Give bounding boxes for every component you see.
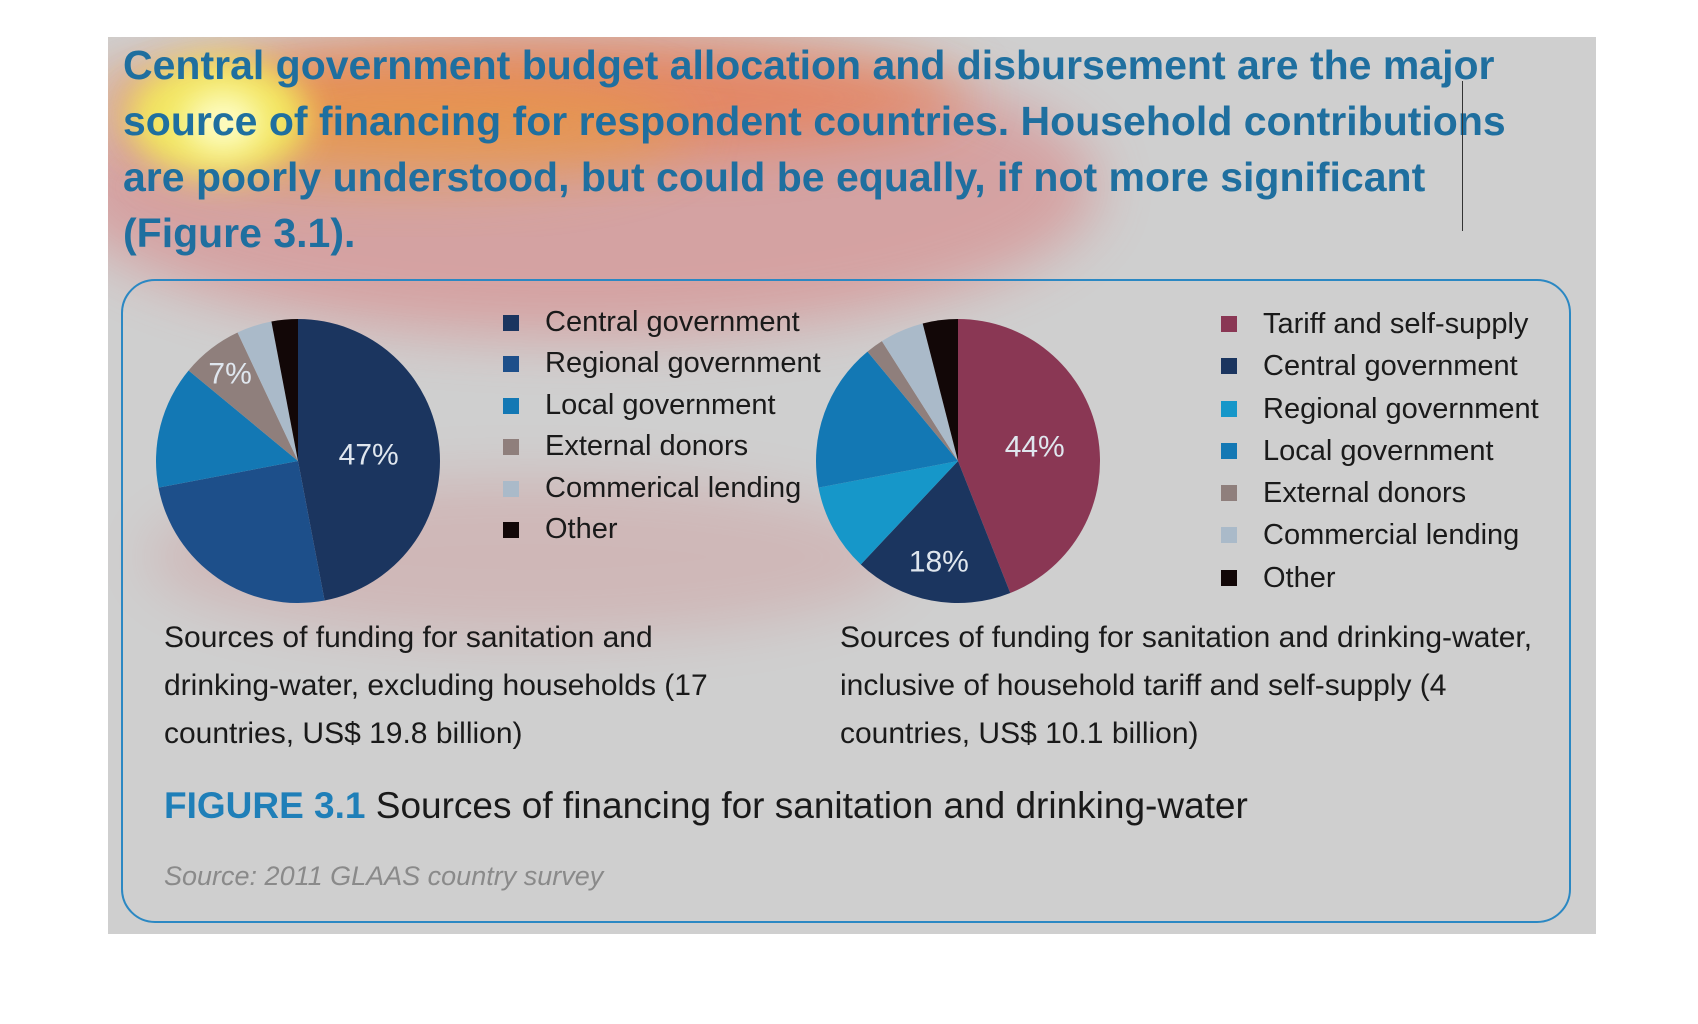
pie-slice-regional-government xyxy=(158,461,325,603)
legend-item-local-government: Local government xyxy=(1221,430,1539,472)
pie-slice-local-government xyxy=(156,370,298,488)
legend-swatch xyxy=(503,356,519,373)
source-note: Source: 2011 GLAAS country survey xyxy=(164,861,604,891)
legend-item-local-government: Local government xyxy=(503,385,821,426)
legend-label: External donors xyxy=(1263,477,1467,510)
slice-label-central-government: 47% xyxy=(339,438,399,471)
legend-label: Other xyxy=(1263,561,1336,594)
legend-left: Central government Regional government Loc… xyxy=(503,302,821,550)
headline-text: Central government budget allocation and… xyxy=(123,42,1506,256)
legend-item-central-government: Central government xyxy=(1221,345,1539,387)
legend-item-commerical-lending: Commerical lending xyxy=(503,468,821,509)
legend-label: Local government xyxy=(545,388,776,421)
legend-swatch xyxy=(503,480,519,497)
legend-item-external-donors: External donors xyxy=(1221,472,1539,514)
pie-chart-excluding-households: 47% 7% xyxy=(156,319,441,603)
legend-item-external-donors: External donors xyxy=(503,426,821,467)
legend-label: Commerical lending xyxy=(545,471,802,504)
legend-item-regional-government: Regional government xyxy=(1221,388,1539,430)
legend-item-central-government: Central government xyxy=(503,302,821,343)
pie-slice-commercial-lending xyxy=(881,323,958,461)
legend-item-tariff-and-self-supply: Tariff and self-supply xyxy=(1221,303,1539,345)
legend-label: Local government xyxy=(1263,434,1494,467)
caption-right: Sources of funding for sanitation and dr… xyxy=(840,621,1533,750)
pie-slice-external-donors xyxy=(867,341,958,461)
text-cursor xyxy=(1462,81,1463,231)
figure-label: FIGURE 3.1 xyxy=(164,785,366,826)
slice-label-tariff-and-self-supply: 44% xyxy=(1005,430,1065,463)
legend-label: Other xyxy=(545,512,618,545)
figure-panel: Central government budget allocation and… xyxy=(108,37,1596,934)
legend-swatch xyxy=(503,439,519,456)
legend-item-regional-government: Regional government xyxy=(503,343,821,384)
slice-label-central-government: 18% xyxy=(909,545,969,578)
pie-slice-other xyxy=(271,319,298,461)
pie-slice-other xyxy=(922,319,958,461)
legend-swatch xyxy=(1221,527,1237,544)
pie-slice-central-government xyxy=(298,319,441,601)
legend-swatch xyxy=(1221,400,1237,417)
legend-label: Regional government xyxy=(1263,392,1539,425)
caption-left: Sources of funding for sanitation and dr… xyxy=(164,621,708,750)
legend-label: External donors xyxy=(545,430,749,463)
legend-swatch xyxy=(503,397,519,414)
legend-swatch xyxy=(1221,569,1237,586)
legend-swatch xyxy=(1221,316,1237,332)
legend-label: Tariff and self-supply xyxy=(1263,308,1529,340)
legend-right: Tariff and self-supply Central government… xyxy=(1221,303,1539,599)
legend-swatch xyxy=(1221,358,1237,375)
legend-item-commercial-lending: Commercial lending xyxy=(1221,514,1539,556)
figure-title: FIGURE 3.1 Sources of financing for sani… xyxy=(164,785,1248,827)
pie-slice-tariff-and-self-supply xyxy=(958,319,1100,594)
legend-item-other: Other xyxy=(503,509,821,550)
figure-title-text: Sources of financing for sanitation and … xyxy=(375,785,1248,826)
pie-slice-regional-government xyxy=(818,461,958,565)
pie-slice-local-government xyxy=(816,351,958,488)
legend-label: Central government xyxy=(545,306,800,338)
slice-label-external-donors: 7% xyxy=(208,357,251,390)
pie-slice-commerical-lending xyxy=(237,321,298,461)
pie-chart-including-households: 44% 18% xyxy=(816,319,1100,603)
pie-slice-central-government xyxy=(860,461,1011,603)
pie-slice-external-donors xyxy=(188,332,298,461)
figure-box: 47% 7% Central government Regional governm… xyxy=(121,279,1571,923)
legend-swatch xyxy=(503,521,519,538)
legend-label: Commercial lending xyxy=(1263,519,1520,552)
legend-swatch xyxy=(503,315,519,331)
legend-label: Regional government xyxy=(545,347,821,380)
legend-swatch xyxy=(1221,485,1237,502)
legend-swatch xyxy=(1221,442,1237,459)
legend-item-other: Other xyxy=(1221,557,1539,599)
legend-label: Central government xyxy=(1263,350,1518,383)
